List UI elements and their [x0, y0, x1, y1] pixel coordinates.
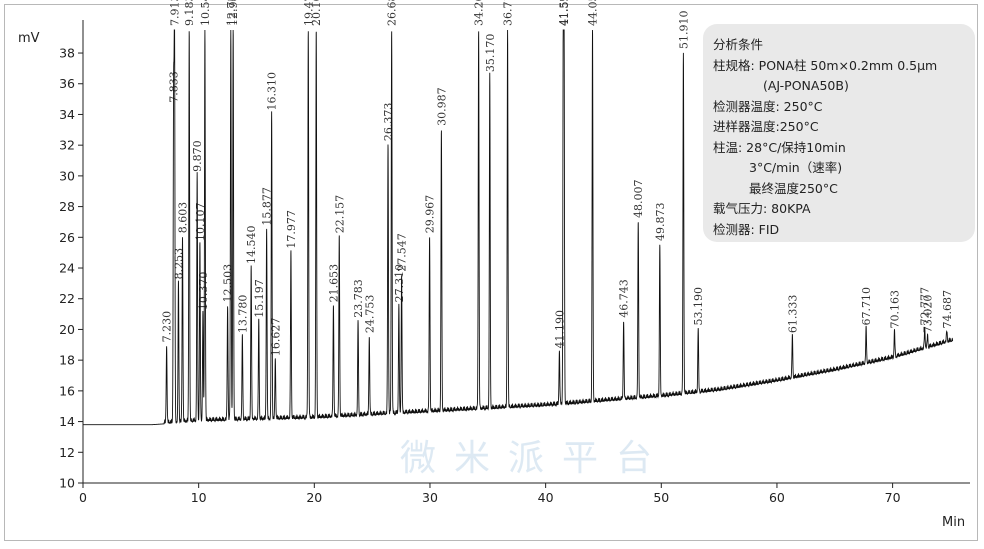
y-tick-label: 30 — [59, 168, 75, 183]
peak-label: 48.007 — [632, 179, 645, 218]
y-tick-label: 20 — [59, 322, 75, 337]
carrier-pressure: 载气压力: 80KPA — [713, 201, 811, 216]
peak-label: 53.190 — [692, 287, 705, 326]
y-tick-label: 10 — [59, 476, 75, 491]
oven-program: 柱温: 28°C/保持10min — [713, 139, 846, 155]
peak-label: 24.753 — [363, 295, 376, 334]
peak-label: 41.190 — [553, 310, 566, 349]
x-tick-label: 20 — [306, 490, 322, 505]
peak-label: 20.165 — [310, 0, 323, 26]
analysis-conditions-box: 分析条件 柱规格: PONA柱 50m×0.2mm 0.5µm (AJ-PONA… — [703, 24, 975, 242]
peak-label: 51.910 — [677, 11, 690, 50]
chart-frame — [4, 4, 978, 541]
peak-label: 30.987 — [435, 87, 448, 126]
peak-label: 26.373 — [382, 103, 395, 142]
y-tick-label: 26 — [59, 230, 75, 245]
peak-label: 7.230 — [161, 311, 174, 343]
y-axis-unit: mV — [18, 31, 40, 46]
peak-label: 9.870 — [191, 140, 204, 172]
x-tick-label: 0 — [79, 490, 87, 505]
peak-label: 10.370 — [197, 272, 210, 311]
peak-label: 14.540 — [245, 226, 258, 265]
peak-label: 7.913 — [169, 0, 182, 26]
oven-rate: 3°C/min（速率) — [749, 160, 843, 175]
peak-labels: 7.2307.8337.9138.2538.6039.1839.87010.10… — [161, 0, 954, 356]
y-tick-label: 28 — [59, 199, 75, 214]
peak-label: 15.877 — [261, 187, 274, 226]
peak-label: 72.777 — [919, 287, 932, 326]
peak-label: 8.603 — [177, 202, 190, 234]
chromatogram-trace — [83, 29, 954, 426]
peak-label: 8.253 — [172, 248, 185, 280]
x-tick-label: 60 — [769, 490, 785, 505]
peak-label: 27.547 — [396, 233, 409, 272]
y-tick-label: 32 — [59, 138, 75, 153]
y-tick-label: 24 — [59, 261, 75, 276]
peak-label: 74.687 — [941, 290, 954, 329]
peak-label: 73.020 — [922, 295, 935, 334]
oven-final-temp: 最终温度250°C — [749, 180, 838, 196]
peak-label: 70.163 — [888, 290, 901, 329]
y-tick-label: 22 — [59, 291, 75, 306]
y-tick-label: 34 — [59, 107, 75, 122]
peak-label: 19.477 — [302, 0, 315, 26]
peak-label: 12.983 — [227, 0, 240, 26]
x-tick-label: 40 — [538, 490, 554, 505]
peak-label: 67.710 — [860, 287, 873, 326]
peak-label: 13.780 — [236, 295, 249, 334]
peak-label: 41.590 — [558, 0, 571, 26]
detector-type: 检测器: FID — [713, 221, 780, 237]
peak-label: 22.157 — [333, 195, 346, 234]
peak-label: 41.527 — [557, 0, 570, 26]
peak-label: 23.783 — [352, 279, 365, 318]
peak-label: 27.310 — [393, 264, 406, 303]
peak-label: 35.170 — [484, 34, 497, 73]
peak-label: 34.207 — [473, 0, 486, 26]
x-tick-label: 70 — [885, 490, 901, 505]
x-tick-label: 50 — [653, 490, 669, 505]
y-tick-label: 38 — [59, 46, 75, 61]
peak-label: 46.743 — [618, 279, 631, 318]
x-axis-unit: Min — [942, 515, 965, 530]
y-tick-label: 16 — [59, 383, 75, 398]
conditions-title: 分析条件 — [713, 37, 764, 52]
peak-label: 7.833 — [168, 71, 181, 103]
peak-label: 12.780 — [225, 0, 238, 26]
injector-temperature: 进样器温度:250°C — [713, 119, 819, 134]
column-model: (AJ-PONA50B) — [763, 78, 849, 93]
watermark-text: 微米派平台 — [400, 438, 670, 479]
peak-label: 29.967 — [424, 195, 437, 234]
detector-temperature: 检测器温度: 250°C — [713, 98, 823, 114]
y-tick-label: 12 — [59, 445, 75, 460]
x-tick-label: 30 — [422, 490, 438, 505]
peak-label: 10.540 — [199, 0, 212, 26]
x-tick-label: 10 — [191, 490, 207, 505]
peak-label: 44.053 — [587, 0, 600, 26]
peak-label: 61.333 — [786, 295, 799, 334]
axes-layer: 10 12 14 16 18 20 22 24 26 28 30 32 34 36 38 0 10 20 30 40 5… — [59, 20, 970, 505]
y-tick-label: 18 — [59, 353, 75, 368]
y-tick-label: 36 — [59, 76, 75, 91]
peak-label: 26.687 — [386, 0, 399, 26]
peak-label: 49.873 — [654, 202, 667, 241]
peak-label: 16.310 — [266, 72, 279, 111]
peak-label: 21.653 — [327, 264, 340, 303]
peak-label: 15.197 — [253, 279, 266, 318]
column-spec: 柱规格: PONA柱 50m×0.2mm 0.5µm — [713, 57, 938, 73]
peak-label: 9.183 — [183, 0, 196, 26]
y-tick-label: 14 — [59, 414, 75, 429]
peak-label: 36.710 — [502, 0, 515, 26]
peak-label: 17.977 — [285, 210, 298, 249]
